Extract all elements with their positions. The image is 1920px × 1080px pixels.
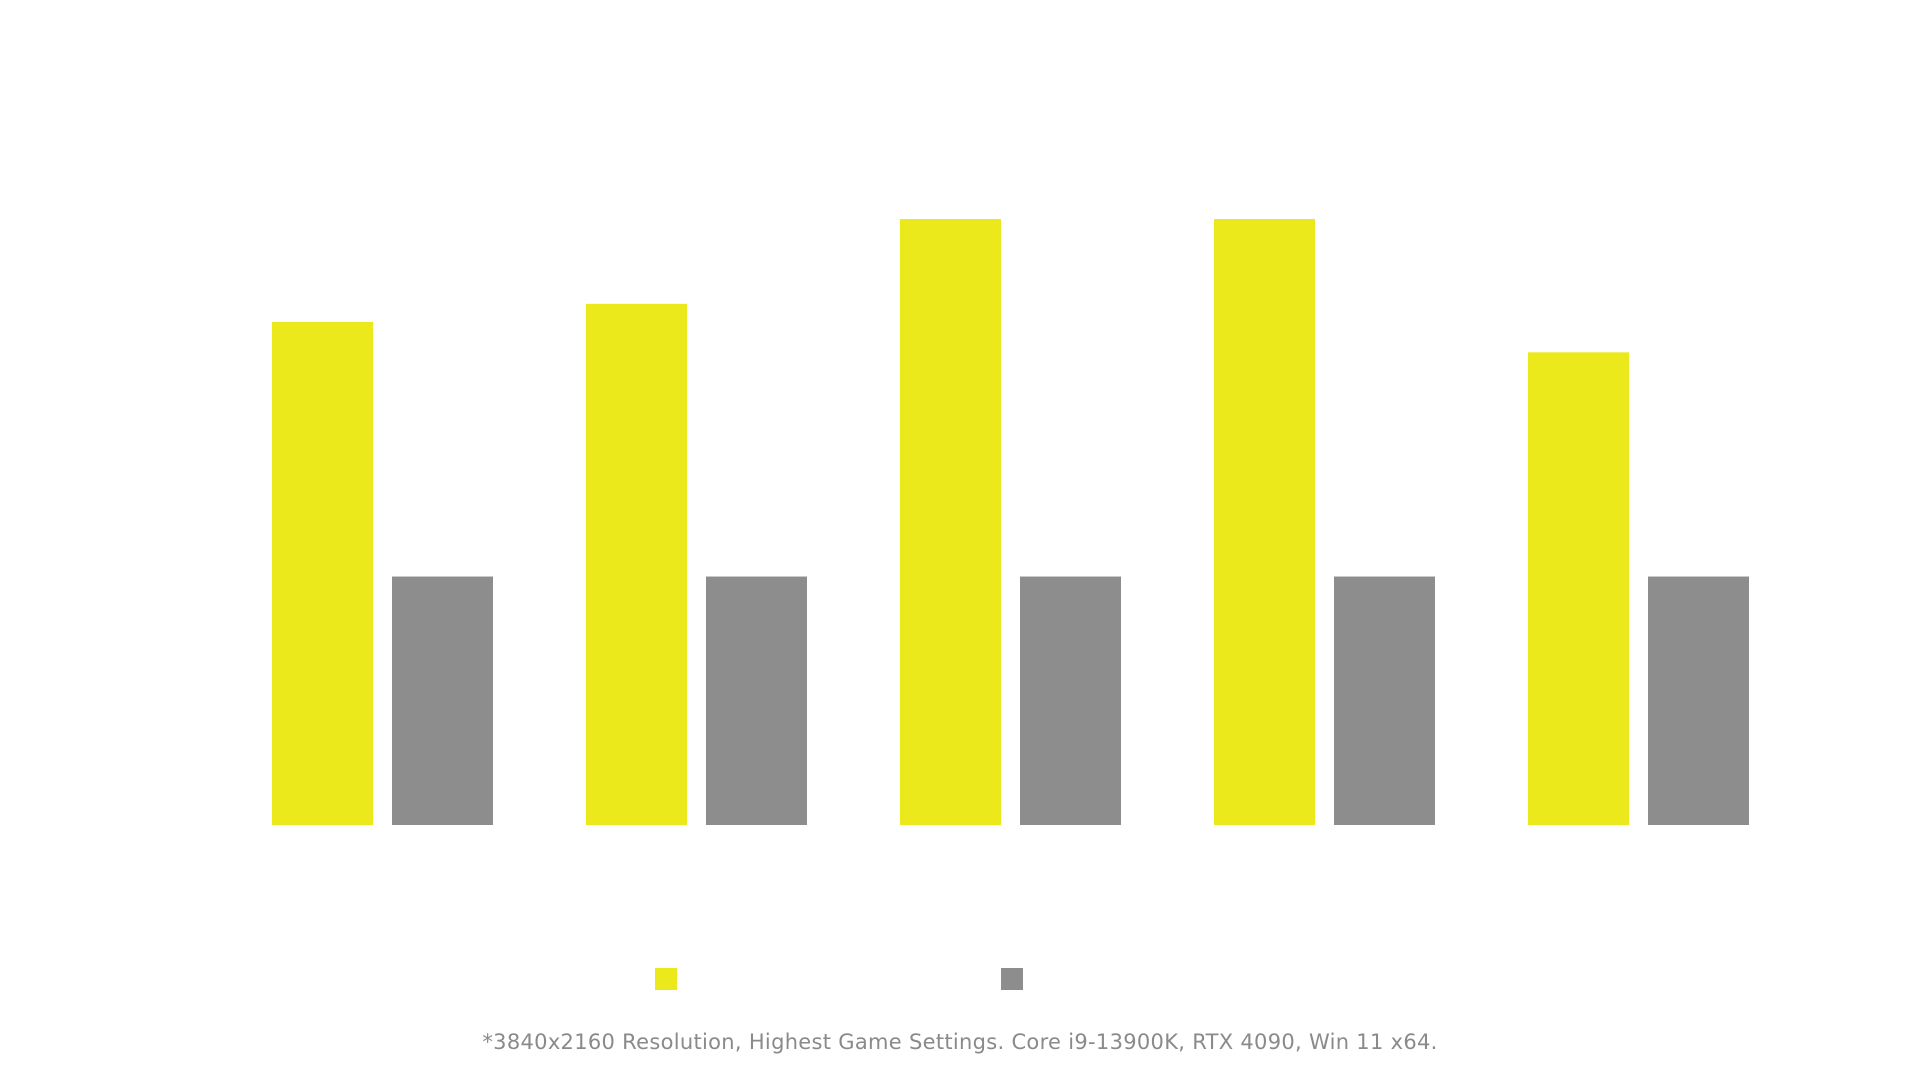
- bar-series-2-category-2: [706, 576, 807, 825]
- bar-series-1-category-5: [1528, 352, 1629, 825]
- bar-series-1-category-3: [900, 219, 1001, 825]
- bar-series-1-category-2: [586, 303, 687, 826]
- legend: [0, 968, 1920, 998]
- bar-series-2-category-5: [1648, 576, 1749, 825]
- legend-swatch-series-2: [1001, 968, 1023, 990]
- legend-item-series-1: [655, 968, 691, 990]
- legend-item-series-2: [1001, 968, 1037, 990]
- bar-series-2-category-4: [1334, 576, 1435, 825]
- bar-chart: [272, 219, 1749, 826]
- bar-series-1-category-1: [272, 322, 373, 825]
- bar-series-2-category-1: [392, 576, 493, 825]
- legend-swatch-series-1: [655, 968, 677, 990]
- bar-series-2-category-3: [1020, 576, 1121, 825]
- bar-series-1-category-4: [1214, 219, 1315, 825]
- footnote: *3840x2160 Resolution, Highest Game Sett…: [482, 1030, 1438, 1054]
